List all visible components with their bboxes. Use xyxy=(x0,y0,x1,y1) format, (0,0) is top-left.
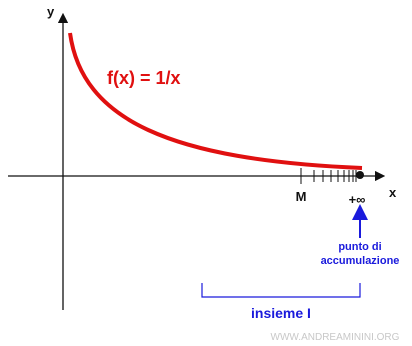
set-label: insieme I xyxy=(251,305,311,321)
annotation-line2: accumulazione xyxy=(321,255,400,267)
set-bracket xyxy=(201,283,361,298)
watermark: WWW.ANDREAMININI.ORG xyxy=(271,332,400,343)
m-label: M xyxy=(296,189,307,204)
infinity-label: +∞ xyxy=(349,192,366,207)
y-label: y xyxy=(47,4,55,19)
function-label: f(x) = 1/x xyxy=(107,68,181,88)
x-label: x xyxy=(389,185,397,200)
annotation-line1: punto di xyxy=(338,241,381,253)
limit-point xyxy=(356,171,364,179)
ticks xyxy=(300,168,357,184)
curve xyxy=(68,32,363,170)
